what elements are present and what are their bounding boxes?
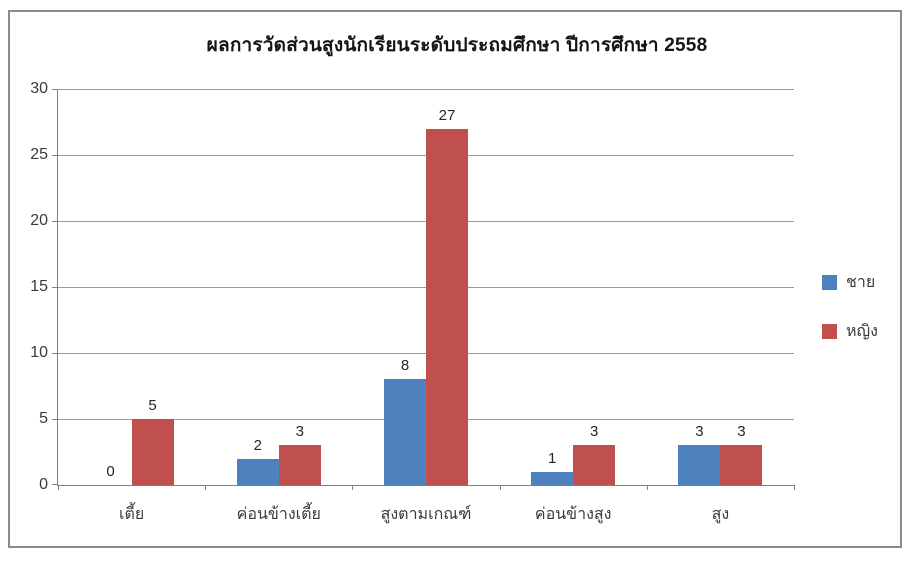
bar-value-label: 2 [253,436,262,454]
x-axis-tick [646,485,648,490]
bar [278,445,321,485]
bar [131,419,174,485]
legend-swatch [822,275,837,290]
x-axis-tick [794,485,795,490]
y-axis-tick [52,353,58,354]
x-axis-tick [205,485,207,490]
legend-item: หญิง [822,319,878,344]
bar-value-label: 3 [737,423,746,441]
category-label: ค่อนข้างเตี้ย [236,506,321,523]
legend-item: ชาย [822,270,878,295]
legend-swatch [822,324,837,339]
legend-label: ชาย [846,274,876,291]
bar-value-label: 0 [106,463,115,480]
chart-title: ผลการวัดส่วนสูงนักเรียนระดับประถมศึกษา ป… [206,35,708,56]
gridline [58,89,794,90]
bar [531,471,574,485]
y-tick-label: 0 [39,476,48,493]
category-label: สูงตามเกณฑ์ [380,506,472,523]
y-axis-tick [52,287,58,288]
bar [384,379,426,485]
legend: ชายหญิง [822,270,878,368]
y-axis-tick [52,89,58,90]
bar-value-label: 3 [295,423,304,441]
bar-value-label: 5 [148,397,157,414]
category-label: เตี้ย [118,506,145,523]
plot-area: 0 5 เตี้ย 2 3 ค่อนข้างเตี้ย 8 27 สูงตามเกณฑ์ 1 3 ค่… [52,89,795,523]
y-axis-tick [52,221,58,222]
y-axis-tick [52,419,58,420]
bar-value-label: 27 [438,106,456,124]
category-label: สูง [711,506,730,523]
bar [573,445,616,485]
y-tick-label: 25 [30,146,48,163]
y-axis-tick [52,155,58,156]
bar [236,458,279,485]
bar-value-label: 8 [400,357,410,375]
x-axis-tick [352,485,354,490]
y-axis-tick [52,484,58,485]
bar-value-label: 1 [548,449,557,467]
y-tick-label: 30 [30,80,48,97]
x-axis-tick [58,485,59,490]
bar [720,445,763,485]
y-tick-label: 5 [39,410,48,427]
bar-value-label: 3 [590,423,599,441]
bar-value-label: 3 [695,423,704,441]
legend-label: หญิง [846,323,878,340]
bar [678,445,721,485]
y-tick-label: 10 [30,344,48,361]
category-label: ค่อนข้างสูง [534,506,612,523]
bar [426,128,468,485]
y-tick-label: 20 [30,212,48,229]
x-axis-tick [499,485,501,490]
y-tick-label: 15 [30,278,48,295]
